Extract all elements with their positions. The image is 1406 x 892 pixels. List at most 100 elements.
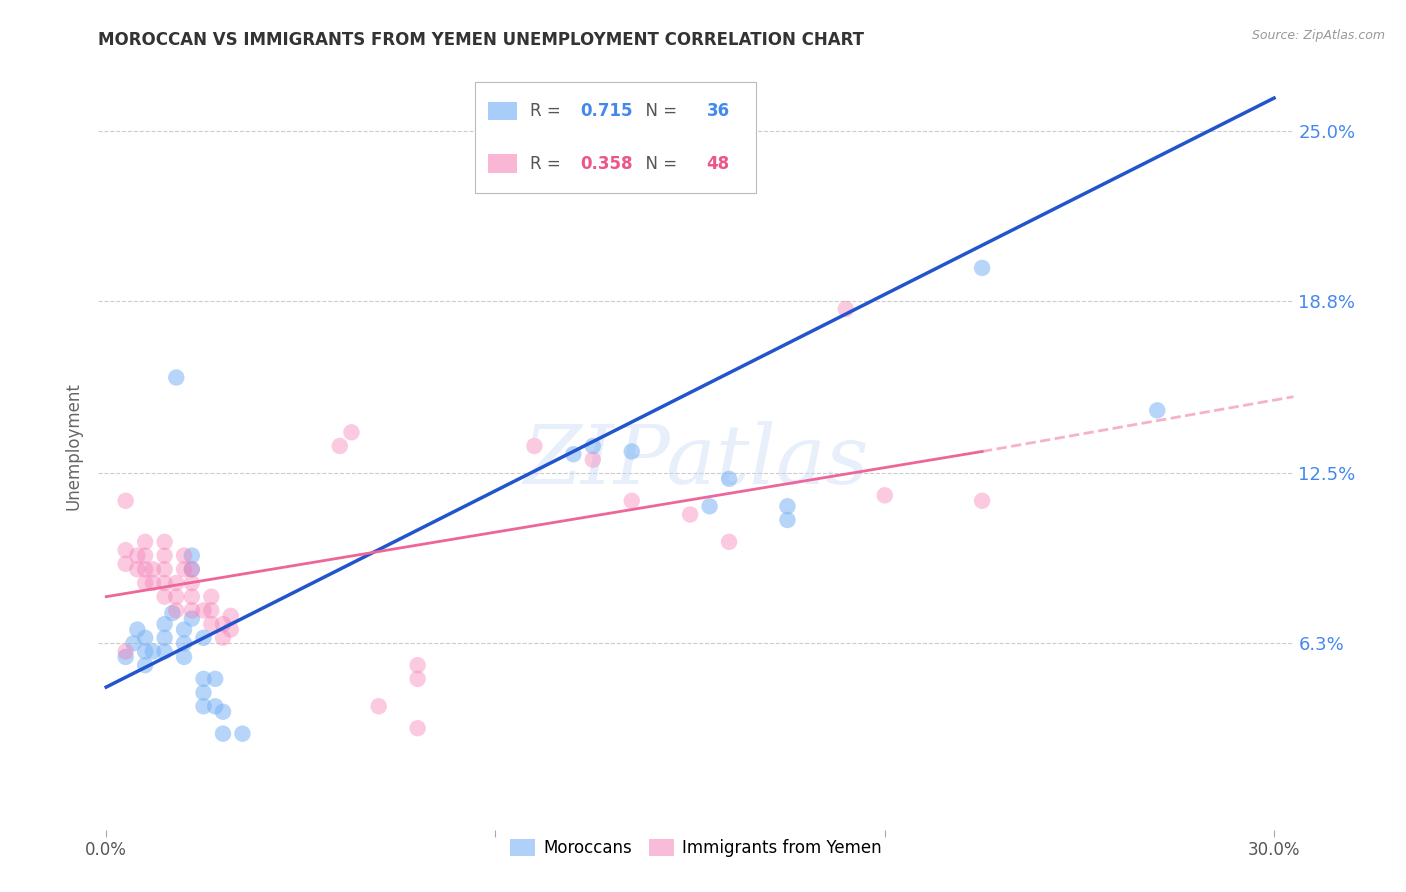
Point <box>523 439 546 453</box>
Point <box>127 549 149 563</box>
Text: ZIPatlas: ZIPatlas <box>523 421 869 501</box>
Point <box>173 623 195 637</box>
Point <box>153 617 176 632</box>
Point <box>219 623 242 637</box>
Point <box>153 549 176 563</box>
Point <box>200 590 222 604</box>
Point <box>193 631 215 645</box>
Point <box>173 562 195 576</box>
Point <box>219 608 242 623</box>
Point <box>406 721 429 735</box>
Point <box>153 576 176 591</box>
Point <box>200 603 222 617</box>
Point <box>162 606 184 620</box>
Text: 0.715: 0.715 <box>581 102 633 120</box>
Point <box>165 603 187 617</box>
Point <box>114 644 136 658</box>
Point <box>142 644 165 658</box>
FancyBboxPatch shape <box>488 154 517 173</box>
Point <box>114 649 136 664</box>
Point <box>620 493 643 508</box>
Point <box>165 590 187 604</box>
Point <box>122 636 145 650</box>
Text: R =: R = <box>530 102 564 120</box>
Point <box>153 644 176 658</box>
FancyBboxPatch shape <box>488 102 517 120</box>
Point <box>134 644 156 658</box>
Point <box>165 576 187 591</box>
Point <box>231 726 253 740</box>
Text: MOROCCAN VS IMMIGRANTS FROM YEMEN UNEMPLOYMENT CORRELATION CHART: MOROCCAN VS IMMIGRANTS FROM YEMEN UNEMPL… <box>98 31 865 49</box>
Point <box>193 685 215 699</box>
Point <box>562 447 585 461</box>
Point <box>193 603 215 617</box>
Point <box>127 623 149 637</box>
Point <box>114 493 136 508</box>
Y-axis label: Unemployment: Unemployment <box>65 382 83 510</box>
Point <box>329 439 352 453</box>
Point <box>340 425 363 440</box>
Point <box>193 672 215 686</box>
Point <box>173 549 195 563</box>
Point <box>406 672 429 686</box>
Point <box>134 631 156 645</box>
Point <box>134 549 156 563</box>
Point <box>367 699 389 714</box>
Point <box>212 617 235 632</box>
Point <box>212 726 235 740</box>
Point <box>180 562 202 576</box>
Point <box>193 699 215 714</box>
Point <box>972 493 994 508</box>
Point <box>180 549 202 563</box>
Text: N =: N = <box>636 154 681 173</box>
Point <box>204 699 226 714</box>
Point <box>718 535 741 549</box>
Point <box>153 590 176 604</box>
FancyBboxPatch shape <box>475 81 756 193</box>
Point <box>173 649 195 664</box>
Point <box>699 500 721 514</box>
Point <box>620 444 643 458</box>
Point <box>134 658 156 673</box>
Text: R =: R = <box>530 154 564 173</box>
Point <box>180 576 202 591</box>
Point <box>212 631 235 645</box>
Point <box>165 370 187 384</box>
Point <box>180 590 202 604</box>
Point <box>134 576 156 591</box>
Point <box>776 513 799 527</box>
Point <box>835 301 858 316</box>
Point <box>180 603 202 617</box>
Point <box>127 562 149 576</box>
Point <box>180 562 202 576</box>
Point <box>134 562 156 576</box>
Point <box>406 658 429 673</box>
Point <box>776 500 799 514</box>
Point <box>153 535 176 549</box>
Point <box>114 557 136 571</box>
Point <box>180 612 202 626</box>
Point <box>679 508 702 522</box>
Point <box>153 562 176 576</box>
Point <box>972 260 994 275</box>
Point <box>200 617 222 632</box>
Point <box>582 439 605 453</box>
Point <box>114 543 136 558</box>
Point <box>204 672 226 686</box>
Point <box>173 636 195 650</box>
Point <box>212 705 235 719</box>
Point <box>134 535 156 549</box>
Text: 36: 36 <box>707 102 730 120</box>
Legend: Moroccans, Immigrants from Yemen: Moroccans, Immigrants from Yemen <box>503 832 889 863</box>
Text: 0.358: 0.358 <box>581 154 633 173</box>
Text: N =: N = <box>636 102 681 120</box>
Point <box>1146 403 1168 417</box>
Point <box>142 562 165 576</box>
Point <box>718 472 741 486</box>
Text: Source: ZipAtlas.com: Source: ZipAtlas.com <box>1251 29 1385 42</box>
Point <box>153 631 176 645</box>
Point <box>582 452 605 467</box>
Point <box>873 488 896 502</box>
Text: 48: 48 <box>707 154 730 173</box>
Point <box>142 576 165 591</box>
